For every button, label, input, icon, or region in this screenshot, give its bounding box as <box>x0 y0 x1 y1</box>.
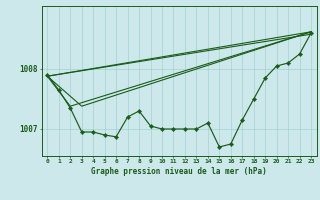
X-axis label: Graphe pression niveau de la mer (hPa): Graphe pression niveau de la mer (hPa) <box>91 167 267 176</box>
